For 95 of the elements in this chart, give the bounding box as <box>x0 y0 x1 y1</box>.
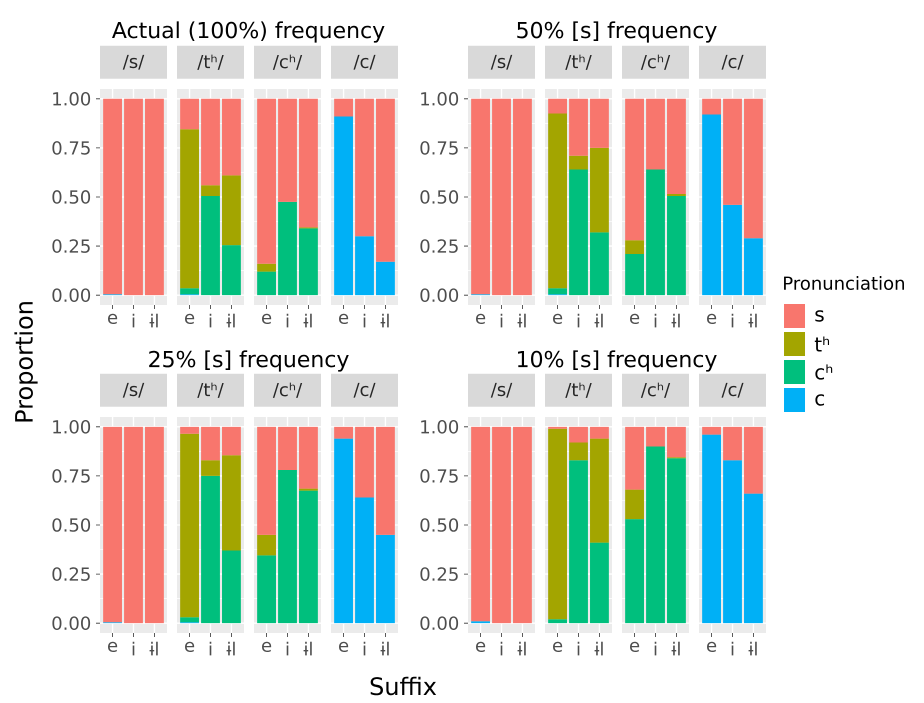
x-tick-label: i <box>500 642 502 656</box>
x-tick-label: e <box>185 314 194 324</box>
x-tick-label: e <box>339 314 348 324</box>
text: 50% [s] frequency <box>517 21 717 43</box>
x-tick-label: e <box>476 642 486 652</box>
x-tick-label: e <box>185 642 194 652</box>
y-axis-title: Proportion <box>14 302 38 422</box>
x-tick-label: ɨl <box>226 642 235 656</box>
chart-title: /tʰ/ <box>565 54 592 70</box>
x-tick-label: e <box>262 642 272 652</box>
x-tick-label: i <box>654 642 656 656</box>
y-tick-label: 0.75 <box>420 469 458 483</box>
x-tick-label: i <box>286 642 288 656</box>
x-tick-label: ɨl <box>304 314 312 328</box>
x-tick-label: ɨl <box>518 314 526 328</box>
x-tick-label: i <box>732 642 734 656</box>
x-tick-label: ɨl <box>518 642 526 656</box>
x-tick-label: e <box>707 642 716 652</box>
legend-label: tʰ <box>814 336 830 352</box>
chart-title: /s/ <box>122 382 144 398</box>
chart-title: /c/ <box>721 54 744 70</box>
y-tick-label: 0.50 <box>420 190 458 204</box>
x-tick-label: ɨl <box>672 314 680 328</box>
x-tick-label: e <box>108 314 118 324</box>
x-tick-label: i <box>500 314 502 328</box>
text: 10% [s] frequency <box>518 350 717 372</box>
x-tick-label: e <box>630 314 640 324</box>
x-tick-label: i <box>578 642 580 656</box>
chart-title: /cʰ/ <box>640 382 670 398</box>
chart-title: /tʰ/ <box>565 382 592 398</box>
x-tick-label: i <box>732 314 734 328</box>
y-tick-label: 0.75 <box>52 141 90 155</box>
y-tick-label: 0.50 <box>420 518 458 532</box>
y-tick-label: 1.00 <box>421 92 458 106</box>
legend-label: cʰ <box>815 364 832 380</box>
x-tick-label: e <box>707 314 716 324</box>
chart-title: /c/ <box>721 382 744 398</box>
y-tick-label: 0.25 <box>52 567 90 581</box>
x-tick-label: i <box>132 642 134 656</box>
legend-label: c <box>815 394 824 406</box>
chart-title: /s/ <box>490 54 512 70</box>
legend-title: Pronunciation <box>784 276 904 290</box>
x-tick-label: e <box>339 642 348 652</box>
x-axis-title: Suffix <box>370 676 436 696</box>
x-tick-label: ɨl <box>304 642 312 656</box>
y-tick-label: 1.00 <box>53 420 90 434</box>
x-tick-label: e <box>630 642 640 652</box>
chart-title: /cʰ/ <box>272 54 302 70</box>
x-tick-label: i <box>286 314 288 328</box>
x-tick-label: ɨl <box>594 314 603 328</box>
chart-title: /cʰ/ <box>640 54 670 70</box>
y-tick-label: 0.00 <box>420 288 458 302</box>
chart-title: /cʰ/ <box>272 382 302 398</box>
x-tick-label: e <box>262 314 272 324</box>
x-tick-label: i <box>654 314 656 328</box>
chart-title: /s/ <box>122 54 144 70</box>
x-tick-label: i <box>132 314 134 328</box>
y-tick-label: 0.00 <box>52 288 90 302</box>
y-tick-label: 0.00 <box>420 616 458 630</box>
x-tick-label: ɨl <box>380 314 389 328</box>
x-tick-label: e <box>108 642 118 652</box>
y-tick-label: 0.25 <box>52 239 90 253</box>
chart-title: /tʰ/ <box>197 54 224 70</box>
x-tick-label: i <box>210 314 212 328</box>
x-tick-label: i <box>578 314 580 328</box>
chart-title: /s/ <box>490 382 512 398</box>
x-tick-label: ɨl <box>226 314 235 328</box>
x-tick-label: i <box>364 642 366 656</box>
y-tick-label: 0.50 <box>52 190 90 204</box>
chart-title: /c/ <box>353 382 376 398</box>
y-tick-label: 0.25 <box>420 239 458 253</box>
x-tick-label: ɨl <box>672 642 680 656</box>
y-tick-label: 1.00 <box>421 420 458 434</box>
x-tick-label: ɨl <box>594 642 603 656</box>
x-tick-label: i <box>210 642 212 656</box>
text: 25% [s] frequency <box>149 350 349 372</box>
x-tick-label: e <box>553 314 562 324</box>
x-tick-label: i <box>364 314 366 328</box>
x-tick-label: ɨl <box>150 314 158 328</box>
y-tick-label: 0.25 <box>420 567 458 581</box>
y-tick-label: 0.75 <box>420 141 458 155</box>
y-tick-label: 0.50 <box>52 518 90 532</box>
chart-title: /tʰ/ <box>197 382 224 398</box>
legend-label: s <box>815 310 824 322</box>
x-tick-label: ɨl <box>380 642 389 656</box>
x-tick-label: e <box>476 314 486 324</box>
x-tick-label: ɨl <box>748 314 757 328</box>
text: Actual (100%) frequency <box>112 21 385 43</box>
x-tick-label: ɨl <box>150 642 158 656</box>
y-tick-label: 1.00 <box>53 92 90 106</box>
y-tick-label: 0.75 <box>52 469 90 483</box>
y-tick-label: 0.00 <box>52 616 90 630</box>
x-tick-label: ɨl <box>748 642 757 656</box>
x-tick-label: e <box>553 642 562 652</box>
chart-title: /c/ <box>353 54 376 70</box>
